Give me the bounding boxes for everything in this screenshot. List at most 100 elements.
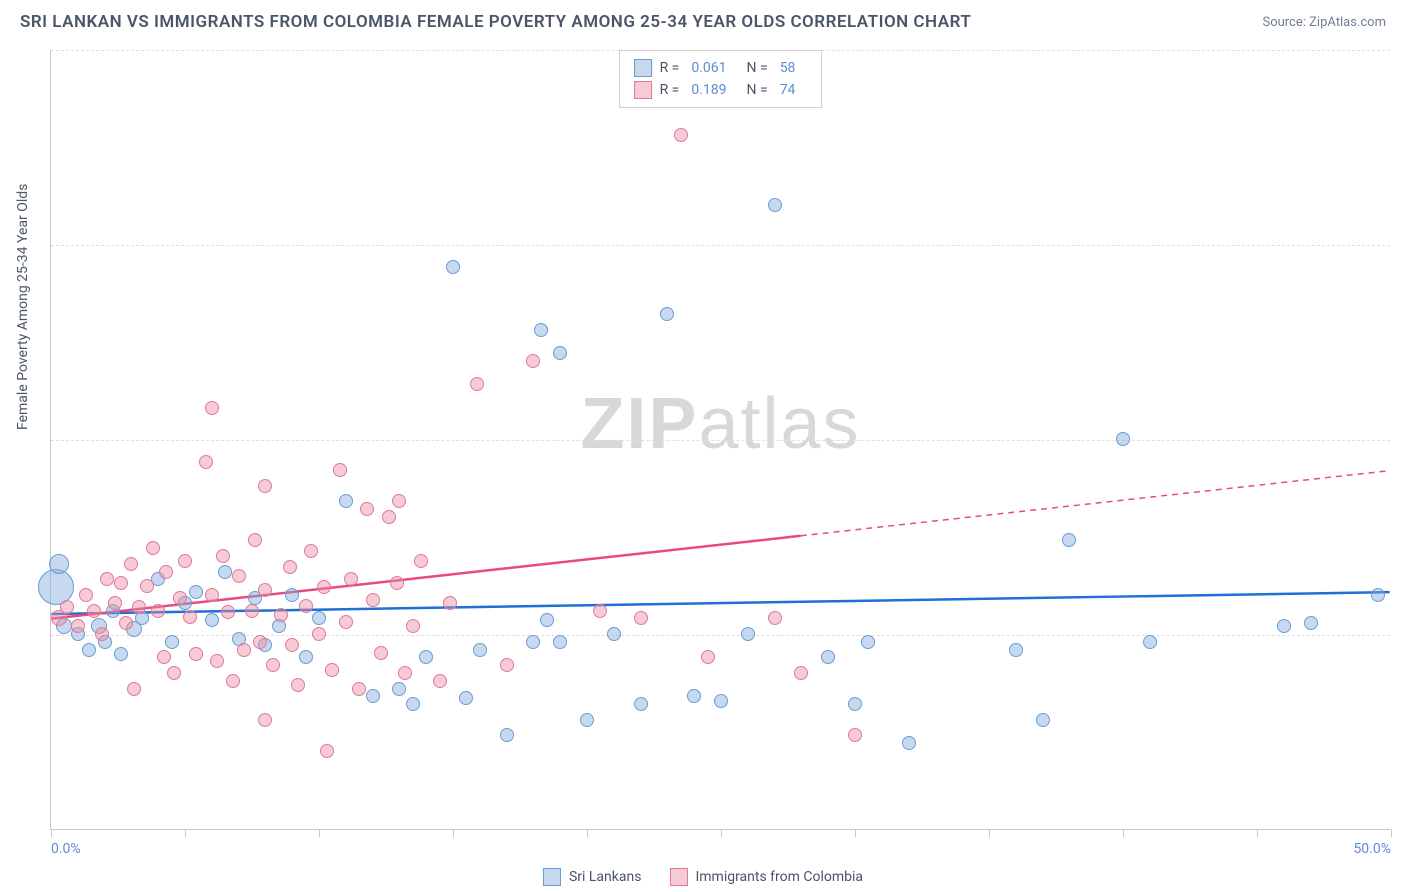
scatter-point — [714, 694, 728, 708]
scatter-point — [634, 611, 648, 625]
scatter-point — [283, 560, 297, 574]
scatter-point — [205, 588, 219, 602]
scatter-point — [861, 635, 875, 649]
scatter-point — [248, 533, 262, 547]
scatter-point — [199, 455, 213, 469]
legend-label-series-1: Sri Lankans — [569, 869, 642, 885]
gridline — [51, 440, 1390, 441]
x-tick — [1123, 829, 1124, 837]
scatter-point — [470, 377, 484, 391]
scatter-point — [848, 728, 862, 742]
x-tick — [721, 829, 722, 837]
scatter-point — [459, 691, 473, 705]
legend-swatch-series-1 — [634, 59, 652, 77]
scatter-point — [205, 401, 219, 415]
legend-stats-row-2: R = 0.189 N = 74 — [634, 79, 808, 101]
scatter-point — [392, 682, 406, 696]
legend-n-label: N = — [747, 60, 768, 76]
scatter-point — [446, 260, 460, 274]
scatter-point — [60, 600, 74, 614]
scatter-point — [274, 608, 288, 622]
scatter-point — [1304, 616, 1318, 630]
scatter-point — [173, 591, 187, 605]
scatter-point — [390, 576, 404, 590]
scatter-point — [49, 554, 69, 574]
scatter-point — [159, 565, 173, 579]
x-tick — [989, 829, 990, 837]
scatter-point — [374, 646, 388, 660]
scatter-point — [500, 658, 514, 672]
legend-item-series-1: Sri Lankans — [543, 868, 642, 886]
scatter-point — [226, 674, 240, 688]
scatter-point — [146, 541, 160, 555]
scatter-point — [253, 635, 267, 649]
scatter-point — [687, 689, 701, 703]
watermark-bold: ZIP — [580, 384, 698, 464]
scatter-point — [821, 650, 835, 664]
scatter-point — [473, 643, 487, 657]
gridline — [51, 245, 1390, 246]
chart-plot-area: ZIPatlas R = 0.061 N = 58 R = 0.189 N = … — [50, 50, 1390, 830]
scatter-point — [1009, 643, 1023, 657]
scatter-point — [500, 728, 514, 742]
scatter-point — [79, 588, 93, 602]
scatter-point — [151, 604, 165, 618]
scatter-point — [317, 580, 331, 594]
y-axis-label: Female Poverty Among 25-34 Year Olds — [15, 184, 31, 430]
scatter-point — [183, 610, 197, 624]
scatter-point — [285, 638, 299, 652]
scatter-point — [258, 713, 272, 727]
scatter-point — [221, 605, 235, 619]
scatter-point — [299, 650, 313, 664]
scatter-point — [100, 572, 114, 586]
scatter-point — [189, 647, 203, 661]
scatter-point — [132, 600, 146, 614]
scatter-point — [794, 666, 808, 680]
scatter-point — [540, 613, 554, 627]
legend-r-value-1: 0.061 — [691, 60, 726, 76]
source-attribution: Source: ZipAtlas.com — [1262, 15, 1386, 30]
scatter-point — [344, 572, 358, 586]
legend-swatch-icon — [543, 868, 561, 886]
x-tick-label: 0.0% — [51, 841, 81, 857]
scatter-point — [285, 588, 299, 602]
scatter-point — [82, 643, 96, 657]
legend-stats-row-1: R = 0.061 N = 58 — [634, 57, 808, 79]
scatter-point — [406, 697, 420, 711]
scatter-point — [553, 346, 567, 360]
scatter-point — [87, 604, 101, 618]
scatter-point — [258, 583, 272, 597]
scatter-point — [419, 650, 433, 664]
scatter-point — [366, 689, 380, 703]
scatter-point — [95, 627, 109, 641]
legend-n-value-2: 74 — [780, 82, 796, 98]
legend-r-label: R = — [660, 60, 680, 76]
scatter-point — [433, 674, 447, 688]
scatter-point — [660, 307, 674, 321]
scatter-point — [333, 463, 347, 477]
scatter-point — [218, 565, 232, 579]
scatter-point — [674, 128, 688, 142]
scatter-point — [398, 666, 412, 680]
scatter-point — [366, 593, 380, 607]
trend-line-dashed — [801, 471, 1390, 536]
scatter-point — [1371, 588, 1385, 602]
watermark-light: atlas — [698, 384, 860, 464]
x-tick — [855, 829, 856, 837]
legend-swatch-icon — [669, 868, 687, 886]
scatter-point — [526, 635, 540, 649]
legend-bottom: Sri Lankans Immigrants from Colombia — [543, 868, 863, 886]
scatter-point — [406, 619, 420, 633]
scatter-point — [534, 323, 548, 337]
scatter-point — [1143, 635, 1157, 649]
scatter-point — [205, 613, 219, 627]
scatter-point — [902, 736, 916, 750]
scatter-point — [414, 554, 428, 568]
scatter-point — [127, 682, 141, 696]
x-tick — [1257, 829, 1258, 837]
scatter-point — [108, 596, 122, 610]
y-tick-label: 12.5% — [1395, 627, 1406, 643]
scatter-point — [848, 697, 862, 711]
scatter-point — [339, 494, 353, 508]
scatter-point — [325, 663, 339, 677]
